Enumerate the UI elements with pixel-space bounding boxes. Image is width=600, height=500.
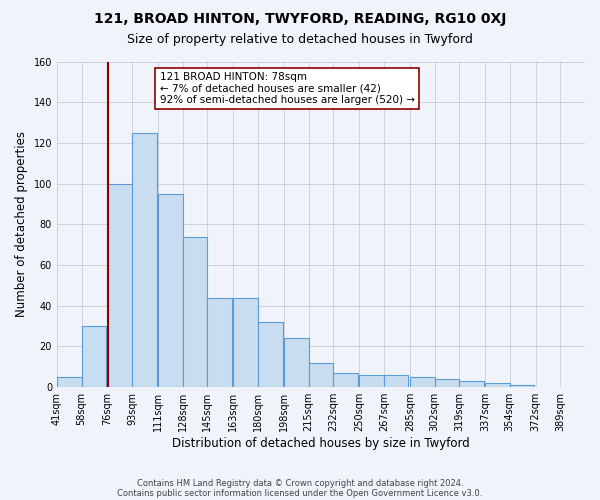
- Bar: [384, 375, 409, 387]
- Text: Contains HM Land Registry data © Crown copyright and database right 2024.: Contains HM Land Registry data © Crown c…: [137, 478, 463, 488]
- Bar: [410, 377, 434, 387]
- Bar: [459, 381, 484, 387]
- Bar: [434, 379, 459, 387]
- Bar: [233, 298, 258, 387]
- Bar: [510, 385, 535, 387]
- Text: 121 BROAD HINTON: 78sqm
← 7% of detached houses are smaller (42)
92% of semi-det: 121 BROAD HINTON: 78sqm ← 7% of detached…: [160, 72, 415, 105]
- Bar: [258, 322, 283, 387]
- Y-axis label: Number of detached properties: Number of detached properties: [15, 132, 28, 318]
- Bar: [57, 377, 82, 387]
- Text: 121, BROAD HINTON, TWYFORD, READING, RG10 0XJ: 121, BROAD HINTON, TWYFORD, READING, RG1…: [94, 12, 506, 26]
- Bar: [284, 338, 308, 387]
- Bar: [107, 184, 132, 387]
- Text: Contains public sector information licensed under the Open Government Licence v3: Contains public sector information licen…: [118, 488, 482, 498]
- Bar: [132, 132, 157, 387]
- Bar: [333, 373, 358, 387]
- Text: Size of property relative to detached houses in Twyford: Size of property relative to detached ho…: [127, 32, 473, 46]
- Bar: [82, 326, 106, 387]
- Bar: [485, 383, 510, 387]
- X-axis label: Distribution of detached houses by size in Twyford: Distribution of detached houses by size …: [172, 437, 470, 450]
- Bar: [208, 298, 232, 387]
- Bar: [308, 363, 333, 387]
- Bar: [158, 194, 183, 387]
- Bar: [183, 236, 208, 387]
- Bar: [359, 375, 384, 387]
